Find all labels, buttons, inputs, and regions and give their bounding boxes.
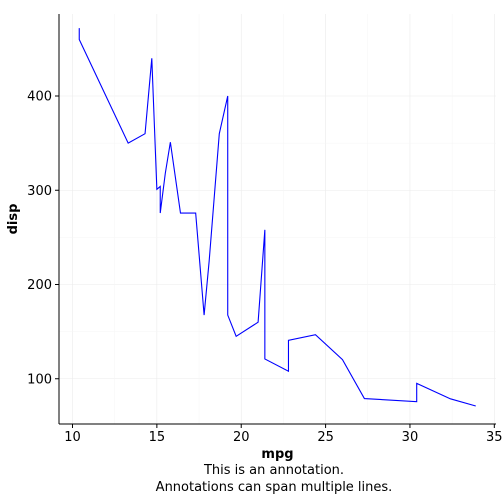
x-tick-label: 30 — [402, 430, 419, 445]
x-axis-ticks: 10 15 20 25 30 35 — [64, 424, 503, 445]
x-tick-label: 10 — [64, 430, 81, 445]
x-axis-title: mpg — [261, 447, 293, 462]
x-tick-label: 15 — [149, 430, 166, 445]
x-tick-label: 20 — [233, 430, 250, 445]
x-tick-label: 35 — [486, 430, 503, 445]
grid-lines — [59, 14, 496, 424]
y-tick-label: 300 — [27, 184, 52, 199]
y-tick-label: 200 — [27, 278, 52, 293]
y-axis-ticks: 100 200 300 400 — [27, 90, 59, 387]
y-tick-label: 100 — [27, 372, 52, 387]
series-line — [78, 28, 476, 407]
annotation-line-1: This is an annotation. — [203, 463, 344, 478]
y-axis-title: disp — [6, 204, 21, 235]
x-tick-label: 25 — [317, 430, 334, 445]
y-tick-label: 400 — [27, 90, 52, 105]
annotation-line-2: Annotations can span multiple lines. — [156, 480, 393, 495]
